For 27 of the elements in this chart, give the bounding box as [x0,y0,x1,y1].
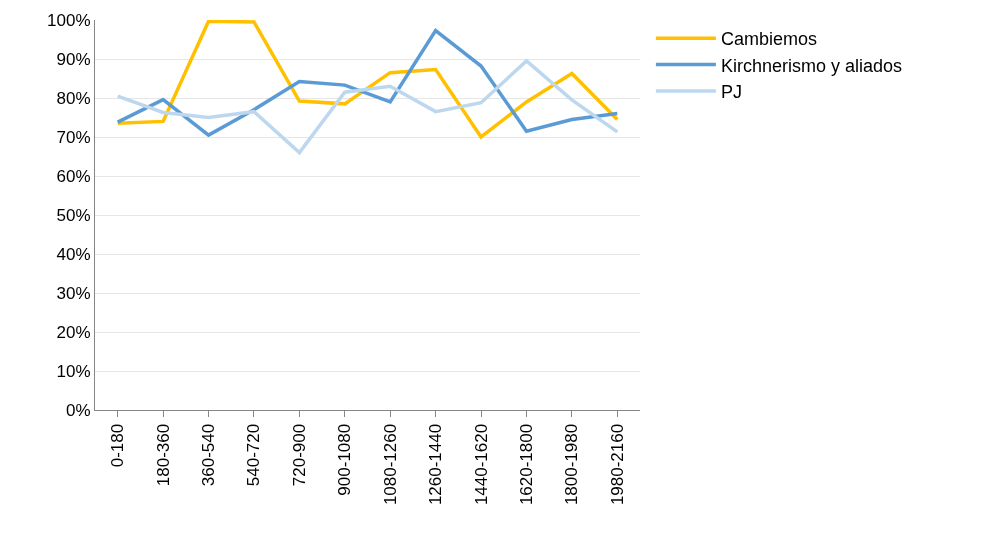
y-tick-label: 50% [56,205,91,225]
y-tick-label: 80% [56,88,91,108]
y-tick-label: 40% [56,244,91,264]
x-tick-label: 180-360 [153,423,173,487]
y-tick-label: 10% [56,361,91,381]
legend-label: Cambiemos [720,29,817,50]
y-tick-label: 0% [66,400,91,420]
x-tick-label: 0-180 [108,423,128,468]
y-tick-label: 20% [56,322,91,342]
y-tick-label: 30% [56,283,91,303]
x-tick-label: 1080-1260 [380,423,400,506]
x-tick-label: 1440-1620 [471,423,491,506]
y-tick-label: 100% [47,10,91,30]
legend-label: PJ [720,82,742,103]
x-tick-label: 360-540 [199,423,219,487]
x-tick-label: 720-900 [289,423,309,487]
x-tick-label: 1980-2160 [607,423,627,506]
x-tick-label: 1620-1800 [516,423,536,506]
x-tick-label: 540-720 [244,423,264,487]
y-tick-label: 70% [56,127,91,147]
y-tick-label: 90% [56,49,91,69]
legend-label: Kirchnerismo y aliados [720,55,902,76]
x-tick-label: 1800-1980 [562,423,582,506]
y-tick-label: 60% [56,166,91,186]
x-tick-label: 1260-1440 [426,423,446,506]
line-series [115,59,620,155]
x-tick-label: 900-1080 [335,423,355,496]
